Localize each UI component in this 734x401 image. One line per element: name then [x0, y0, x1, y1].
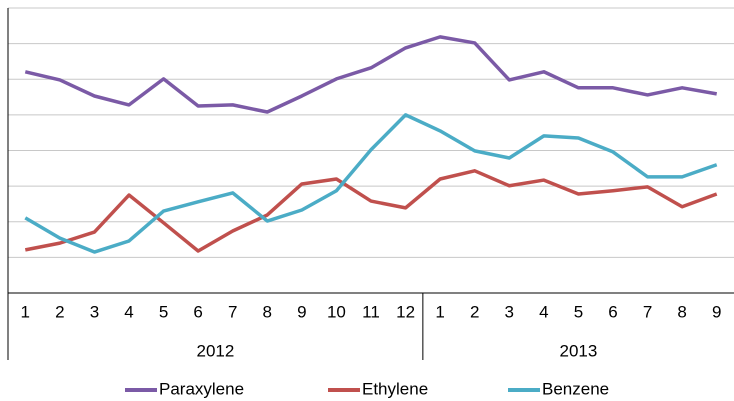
group-label: 2012 [197, 341, 235, 360]
x-tick-label: 8 [677, 302, 686, 321]
x-tick-label: 2 [470, 302, 479, 321]
x-tick-label: 6 [608, 302, 617, 321]
x-tick-label: 10 [327, 302, 346, 321]
x-tick-label: 3 [90, 302, 99, 321]
x-tick-label: 3 [505, 302, 514, 321]
legend-label: Benzene [542, 379, 609, 398]
series-line [24, 169, 718, 253]
legend-label: Ethylene [362, 379, 428, 398]
x-tick-label: 8 [263, 302, 272, 321]
legend-label: Paraxylene [159, 379, 244, 398]
x-tick-label: 7 [228, 302, 237, 321]
x-tick-label: 9 [712, 302, 721, 321]
series-line [24, 113, 718, 254]
x-tick-label: 4 [539, 302, 548, 321]
x-tick-label: 9 [297, 302, 306, 321]
x-tick-label: 5 [574, 302, 583, 321]
x-tick-label: 11 [362, 302, 380, 321]
series-line [24, 35, 718, 114]
x-tick-label: 7 [643, 302, 652, 321]
x-tick-label: 12 [396, 302, 415, 321]
x-tick-label: 1 [435, 302, 444, 321]
x-tick-label: 1 [21, 302, 30, 321]
x-tick-label: 6 [193, 302, 202, 321]
x-tick-label: 4 [124, 302, 133, 321]
x-tick-label: 2 [55, 302, 64, 321]
group-label: 2013 [560, 341, 598, 360]
x-tick-label: 5 [159, 302, 168, 321]
